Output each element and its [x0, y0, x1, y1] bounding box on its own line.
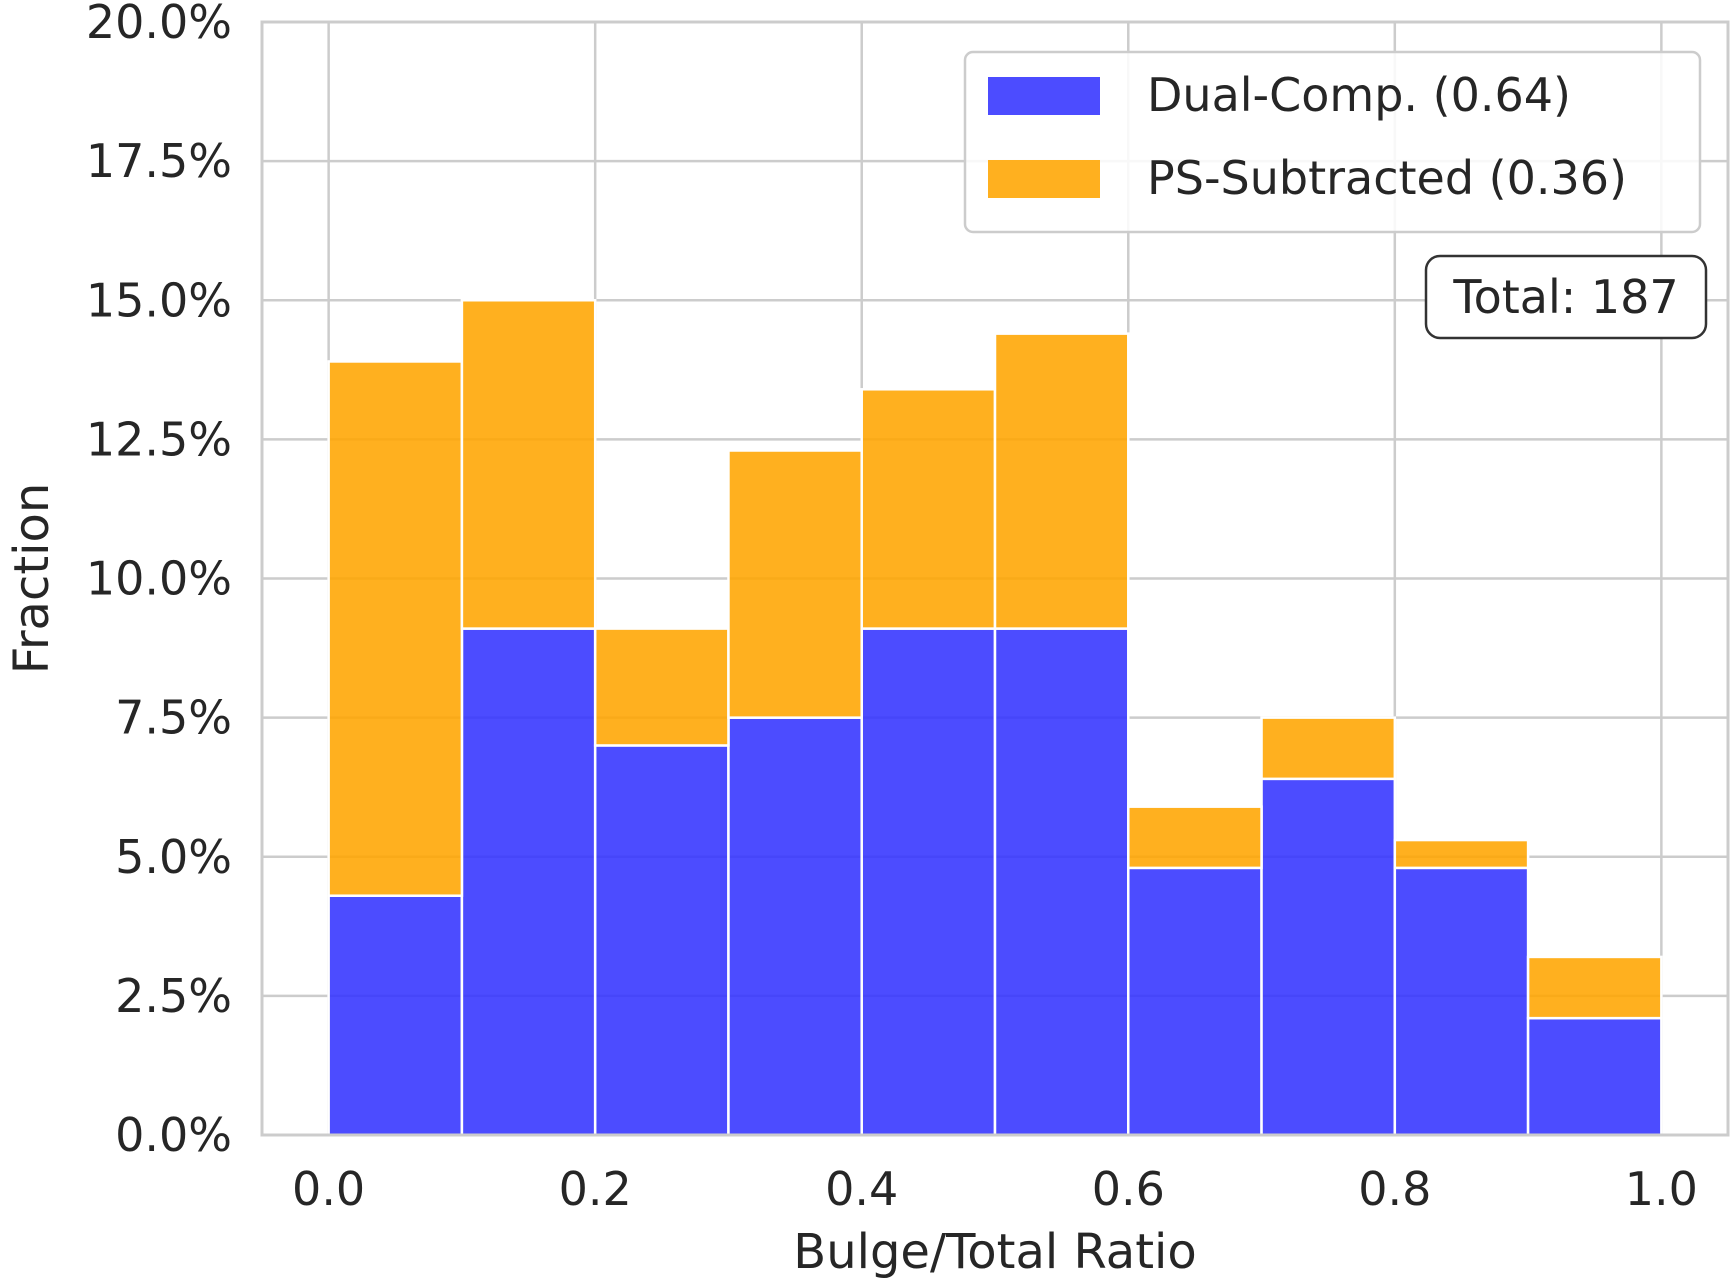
y-tick-label: 12.5% — [86, 412, 232, 466]
y-tick-label: 0.0% — [115, 1108, 232, 1162]
x-tick-label: 0.4 — [825, 1162, 898, 1216]
ps-subtracted-bar — [1260, 716, 1397, 781]
y-tick-label: 10.0% — [86, 552, 232, 606]
legend-label-ps-subtracted: PS-Subtracted (0.36) — [1147, 151, 1627, 205]
ps-subtracted-bar — [993, 332, 1130, 630]
legend-swatch-dual-comp — [988, 77, 1100, 115]
dual-comp-bar — [1526, 1016, 1663, 1137]
dual-comp-bar — [593, 744, 730, 1137]
legend-swatch-ps-subtracted — [988, 160, 1100, 198]
y-tick-label: 7.5% — [115, 691, 232, 745]
ps-subtracted-bar — [860, 388, 997, 630]
x-tick-label: 0.0 — [292, 1162, 365, 1216]
y-axis-title: Fraction — [4, 483, 60, 675]
y-tick-label: 2.5% — [115, 969, 232, 1023]
ps-subtracted-bar — [1526, 955, 1663, 1020]
total-annotation: Total: 187 — [1424, 254, 1708, 340]
total-annotation-box — [1424, 254, 1708, 340]
y-tick-label: 20.0% — [86, 0, 232, 49]
legend-label-dual-comp: Dual-Comp. (0.64) — [1147, 68, 1571, 122]
y-tick-labels: 0.0% 2.5% 5.0% 7.5% 10.0% 12.5% 15.0% 17.5% 20.0… — [86, 0, 232, 1162]
dual-comp-bar — [1127, 866, 1263, 1137]
x-tick-label: 0.6 — [1092, 1162, 1165, 1216]
ps-subtracted-bar — [727, 449, 863, 719]
legend: Dual-Comp. (0.64) PS-Subtracted (0.36) — [963, 50, 1702, 234]
dual-comp-bar — [460, 627, 597, 1137]
dual-comp-bar — [993, 627, 1130, 1137]
y-tick-label: 5.0% — [115, 830, 232, 884]
y-tick-label: 17.5% — [86, 134, 232, 188]
ps-subtracted-bar — [1393, 838, 1530, 870]
x-tick-labels: 0.0 0.2 0.4 0.6 0.8 1.0 — [292, 1162, 1698, 1216]
x-tick-label: 1.0 — [1625, 1162, 1698, 1216]
dual-comp-bar — [860, 627, 997, 1137]
x-axis-title: Bulge/Total Ratio — [793, 1224, 1196, 1280]
ps-subtracted-bar — [593, 627, 730, 747]
ps-subtracted-bar — [1127, 805, 1263, 870]
dual-comp-bar — [1393, 866, 1530, 1137]
total-annotation-text: Total: 187 — [1452, 270, 1678, 324]
x-tick-label: 0.2 — [559, 1162, 632, 1216]
dual-comp-bar — [1260, 777, 1397, 1137]
legend-box — [963, 50, 1702, 234]
bars — [327, 299, 1663, 1137]
y-tick-label: 15.0% — [86, 273, 232, 327]
x-tick-label: 0.8 — [1358, 1162, 1431, 1216]
plot-frame — [260, 20, 1730, 1137]
dual-comp-bar — [327, 894, 464, 1137]
dual-comp-bar — [727, 716, 863, 1137]
ps-subtracted-bar — [327, 360, 464, 897]
ps-subtracted-bar — [460, 299, 597, 630]
